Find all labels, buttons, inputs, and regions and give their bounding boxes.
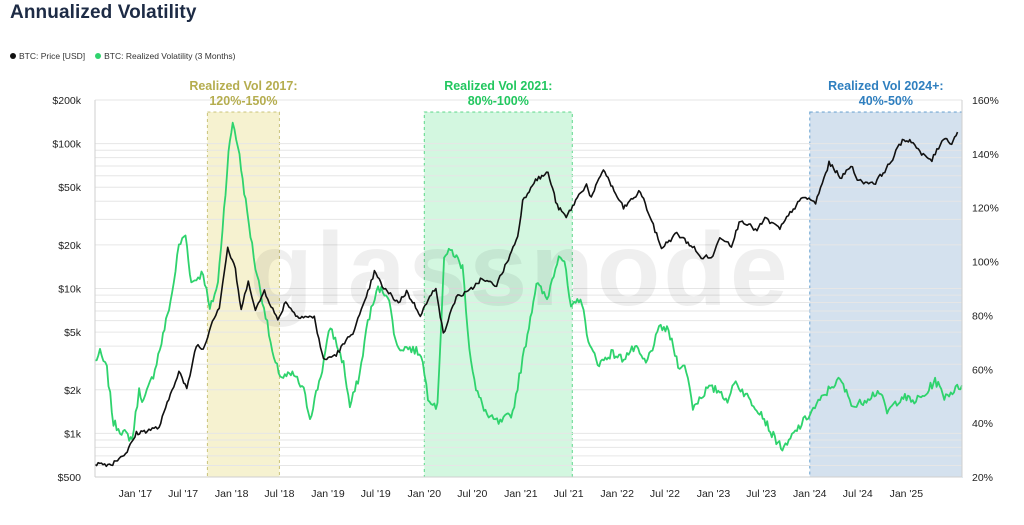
legend-item-volatility[interactable]: BTC: Realized Volatility (3 Months): [95, 51, 235, 61]
x-tick-label: Jul '22: [650, 488, 680, 500]
x-tick-label: Jan '18: [215, 488, 249, 500]
watermark: glassnode: [249, 212, 790, 328]
legend-dot-volatility-icon: [95, 53, 102, 59]
x-tick-label: Jul '19: [361, 488, 391, 500]
volatility-series-line: [94, 121, 963, 452]
y-left-tick-label: $100k: [52, 139, 81, 151]
y-right-tick-label: 100%: [972, 257, 999, 269]
volatility-band-0: [206, 111, 280, 478]
x-tick-label: Jan '25: [890, 488, 924, 500]
x-tick-label: Jul '17: [168, 488, 198, 500]
x-tick-label: Jan '17: [119, 488, 153, 500]
legend-dot-price-icon: [10, 53, 16, 59]
x-tick-label: Jul '18: [264, 488, 294, 500]
y-left-tick-label: $10k: [58, 284, 82, 296]
axes: $200k $100k $50k $20k $10k $5k $2k $1k $500 160% 1…: [52, 95, 998, 500]
legend-label-volatility: BTC: Realized Volatility (3 Months): [104, 51, 236, 61]
price-series-line: [94, 131, 959, 468]
band-label-range-1: 80%-100%: [468, 94, 529, 108]
y-right-tick-label: 40%: [972, 418, 993, 430]
x-tick-label: Jul '24: [843, 488, 873, 500]
legend-item-price[interactable]: BTC: Price [USD]: [10, 51, 85, 61]
legend-label-price: BTC: Price [USD]: [19, 51, 86, 61]
band-label-title-2: Realized Vol 2024+:: [828, 79, 943, 93]
x-tick-label: Jan '23: [697, 488, 731, 500]
x-tick-label: Jan '22: [600, 488, 634, 500]
y-right-tick-label: 120%: [972, 203, 999, 215]
y-left-tick-label: $500: [58, 472, 82, 484]
y-right-tick-label: 60%: [972, 364, 993, 376]
band-labels: Realized Vol 2017:120%-150% Realized Vol …: [189, 79, 943, 108]
y-right-tick-label: 20%: [972, 472, 993, 484]
x-tick-label: Jan '21: [504, 488, 538, 500]
band-label-title-1: Realized Vol 2021:: [444, 79, 552, 93]
band-label-range-0: 120%-150%: [209, 94, 277, 108]
y-left-tick-label: $50k: [58, 182, 82, 194]
band-label-range-2: 40%-50%: [859, 94, 913, 108]
y-left-tick-label: $20k: [58, 240, 82, 252]
series-lines: [94, 121, 963, 468]
y-right-tick-label: 140%: [972, 149, 999, 161]
x-tick-label: Jul '21: [554, 488, 584, 500]
x-tick-label: Jan '19: [311, 488, 345, 500]
y-right-tick-label: 160%: [972, 95, 999, 107]
band-label-title-0: Realized Vol 2017:: [189, 79, 297, 93]
chart-title: Annualized Volatility: [10, 2, 197, 23]
x-tick-label: Jan '24: [793, 488, 827, 500]
x-tick-label: Jul '20: [457, 488, 487, 500]
x-tick-label: Jan '20: [408, 488, 442, 500]
y-left-tick-label: $5k: [64, 327, 82, 339]
highlight-bands: [206, 111, 963, 478]
y-left-tick-label: $200k: [52, 95, 81, 107]
chart-legend: BTC: Price [USD] BTC: Realized Volatilit…: [10, 51, 235, 61]
y-left-tick-label: $1k: [64, 428, 82, 440]
y-right-tick-label: 80%: [972, 310, 993, 322]
x-tick-label: Jul '23: [746, 488, 776, 500]
y-left-tick-label: $2k: [64, 385, 82, 397]
